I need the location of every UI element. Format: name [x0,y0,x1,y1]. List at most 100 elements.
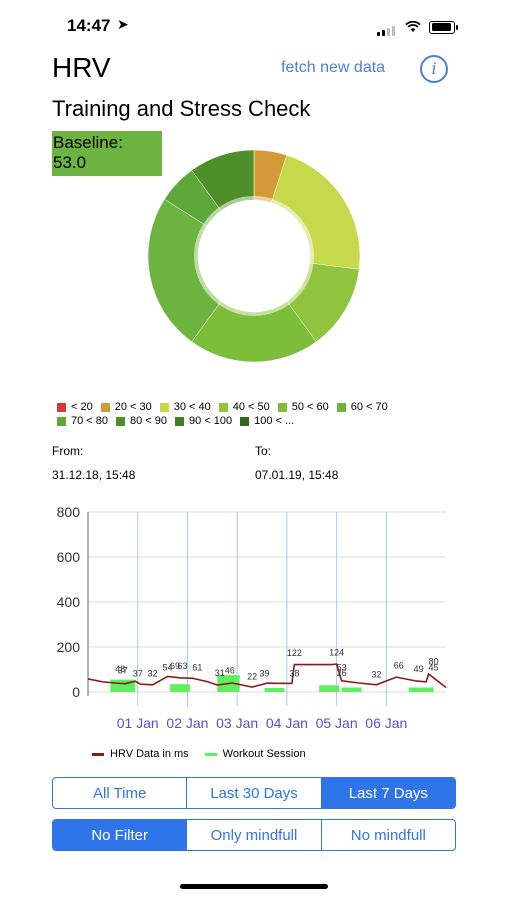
legend-item: 70 < 80 [57,414,108,428]
info-icon[interactable]: i [420,55,448,83]
legend-label: 20 < 30 [114,401,152,413]
legend-label: 90 < 100 [189,415,233,427]
from-label: From: [52,444,84,458]
status-bar: 14:47 ➤ [0,0,507,50]
data-label: 122 [287,648,302,658]
legend-label: 50 < 60 [291,401,329,413]
hrv-series-line [87,663,447,689]
legend-swatch [159,402,169,412]
x-tick-label: 01 Jan [117,715,159,731]
page-title: HRV [52,52,111,83]
legend-hrv: HRV Data in ms [92,748,189,760]
section-subtitle: Training and Stress Check [52,96,311,121]
legend-swatch [57,416,66,426]
fetch-new-data-button[interactable]: fetch new data [281,59,386,76]
hrv-line-chart: 800 600 400 200 0 01 Jan 02 Jan 03 Jan 04 Jan 05 … [57,504,447,731]
baseline-badge: Baseline: 53.0 [52,131,162,176]
data-label: 66 [394,660,404,670]
legend-swatch [218,402,228,412]
legend-label: 70 < 80 [71,415,109,427]
home-indicator [180,884,328,889]
legend-item: 40 < 50 [218,400,270,414]
only-mindfull-button[interactable]: Only mindfull [187,820,322,850]
last-7-days-button[interactable]: Last 7 Days [321,778,455,808]
data-label: 54 [163,663,173,673]
legend-item: 90 < 100 [175,414,232,428]
data-label: 46 [225,666,235,676]
data-label: 124 [329,647,344,657]
all-time-button[interactable]: All Time [53,778,188,808]
workout-bar [170,684,190,692]
x-tick-label: 05 Jan [316,715,358,731]
workout-bar [319,685,340,692]
legend-label: 30 < 40 [173,401,211,413]
no-mindfull-button[interactable]: No mindfull [350,826,426,844]
legend-swatch [277,402,287,412]
legend-item: 50 < 60 [277,400,329,414]
battery-icon [429,20,458,34]
data-label: 37 [118,666,128,676]
donut-inner-ring [194,196,314,316]
from-value: 31.12.18, 15:48 [52,468,136,482]
data-label: 80 [429,657,439,667]
baseline-value: 53.0 [53,153,87,172]
workout-bar [408,687,434,692]
legend-swatch [240,416,250,426]
donut-chart [147,149,361,363]
data-label: 32 [148,668,158,678]
data-label: 31 [215,668,225,678]
data-label: 48 [115,664,125,674]
data-label: 69 [170,661,180,671]
y-tick-label: 200 [57,639,81,655]
data-label: 39 [260,669,270,679]
x-tick-label: 04 Jan [266,715,308,731]
donut-legend: < 20 20 < 30 30 < 40 40 < 50 50 < 60 60 < 70 … [57,400,388,428]
time-range-segmented-control: All Time Last 30 Days Last 7 Days [52,777,456,809]
data-label: 63 [177,661,187,671]
legend-item: 80 < 90 [116,414,167,428]
legend-item: 30 < 40 [159,400,211,414]
legend-item: 20 < 30 [100,400,152,414]
legend-swatch [116,416,126,426]
data-label: 26 [337,668,347,678]
data-label: 32 [371,669,381,679]
data-label: 49 [414,664,424,674]
legend-swatch [100,402,110,412]
to-value: 07.01.19, 15:48 [255,468,339,482]
data-label: 61 [192,663,202,673]
legend-swatch [175,416,185,426]
to-label: To: [255,444,272,458]
y-tick-label: 600 [57,549,81,565]
signal-icon [377,18,397,36]
data-label: 38 [289,668,299,678]
legend-swatch [57,402,66,412]
legend-label: < 20 [71,401,93,413]
data-label: 22 [247,672,257,682]
wifi-icon [405,21,421,32]
y-tick-label: 0 [72,684,80,700]
x-tick-label: 02 Jan [166,715,208,731]
data-label: 37 [133,669,143,679]
legend-label: 80 < 90 [130,415,168,427]
legend-label: 60 < 70 [350,401,388,413]
x-tick-label: 06 Jan [365,715,407,731]
legend-item: 100 < ... [240,414,294,428]
baseline-label: Baseline: [53,133,123,152]
y-tick-label: 400 [57,594,81,610]
location-arrow-icon: ➤ [117,16,129,32]
status-time: 14:47 [67,16,111,35]
no-filter-button[interactable]: No Filter [53,820,188,850]
workout-bar [264,687,285,692]
data-label: 53 [337,663,347,673]
legend-swatch [336,402,346,412]
legend-label: 40 < 50 [232,401,270,413]
workout-bar [341,687,362,692]
data-label: 45 [429,663,439,673]
legend-item: 60 < 70 [336,400,388,414]
mindful-filter-segmented-control: No Filter Only mindfull No mindfull [52,819,456,851]
last-30-days-button[interactable]: Last 30 Days [187,778,322,808]
line-chart-legend: HRV Data in ms Workout Session [92,748,306,760]
legend-label: 100 < ... [254,415,295,427]
y-tick-label: 800 [57,504,81,520]
x-tick-label: 03 Jan [216,715,258,731]
